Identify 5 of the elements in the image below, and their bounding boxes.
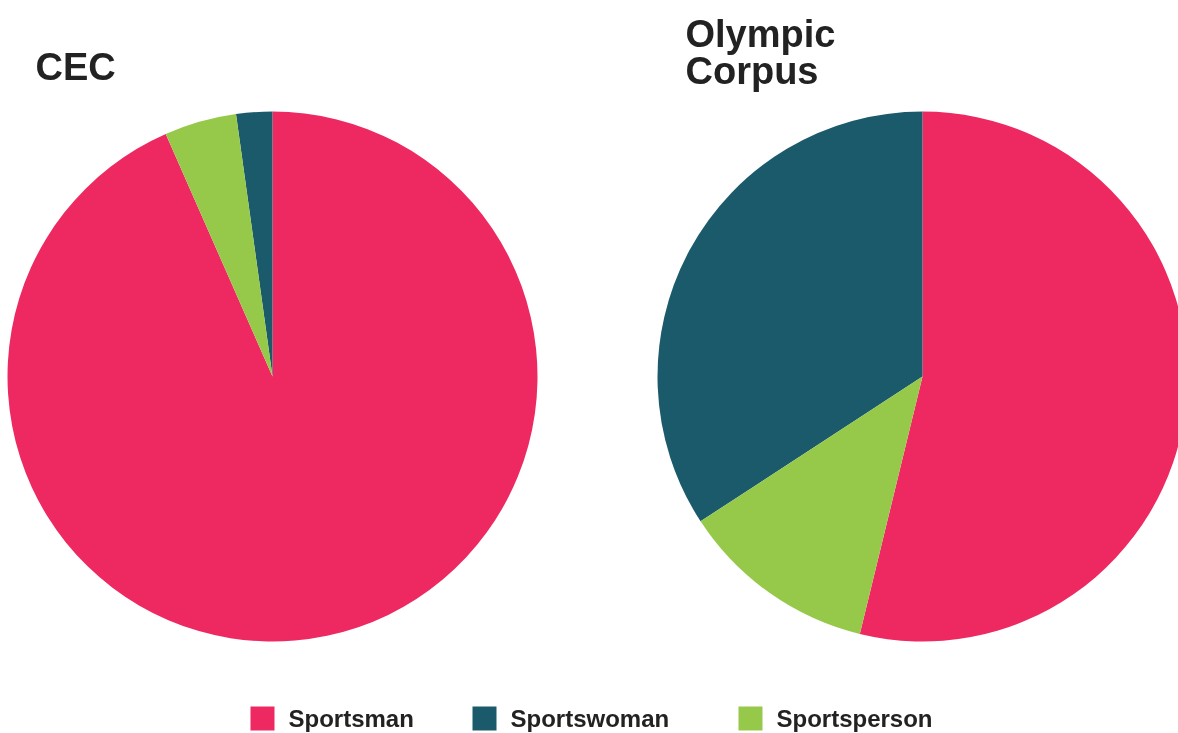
chart-title: CEC xyxy=(35,45,116,88)
chart-title: Olympic Corpus xyxy=(685,12,836,93)
legend-label: Sportswoman xyxy=(510,705,670,732)
legend-label: Sportsperson xyxy=(776,705,933,732)
legend-label: Sportsman xyxy=(288,705,414,732)
